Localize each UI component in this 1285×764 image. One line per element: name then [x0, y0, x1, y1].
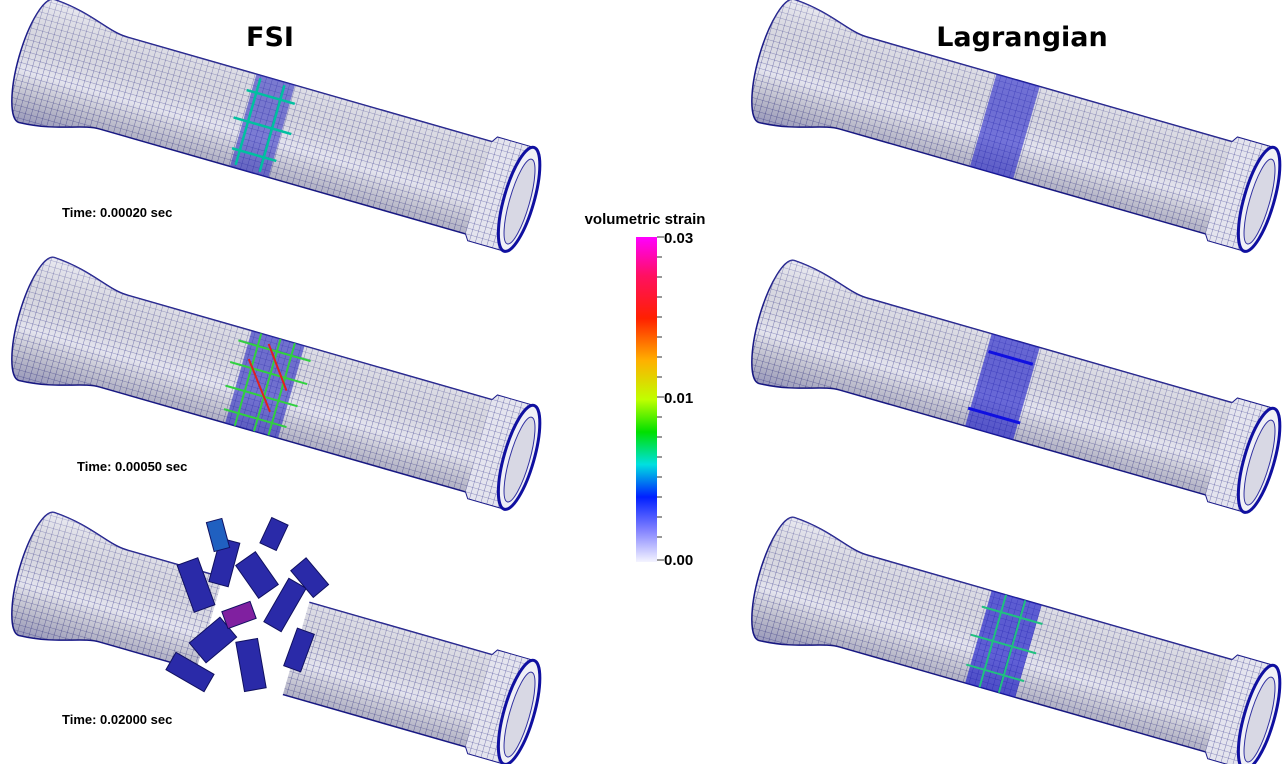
pipe-model	[742, 255, 1285, 526]
time-label: Time: 0.02000 sec	[62, 712, 172, 727]
colorbar-tick-label: 0.00	[664, 552, 693, 569]
colorbar-tick-label: 0.03	[664, 230, 693, 247]
colorbar-title: volumetric strain	[585, 211, 706, 228]
figure: FSI Lagrangian	[0, 0, 1285, 764]
colorbar-ticks	[657, 237, 664, 560]
column-title: FSI	[246, 22, 294, 53]
colorbar: volumetric strain 0.03 0.01 0.00	[585, 211, 706, 569]
colorbar-tick-label: 0.01	[664, 390, 693, 407]
colorbar-gradient	[636, 237, 657, 562]
time-label: Time: 0.00020 sec	[62, 205, 172, 220]
pipe-model	[742, 512, 1285, 764]
column-title: Lagrangian	[936, 22, 1108, 53]
pipe-model	[2, 252, 552, 523]
time-label: Time: 0.00050 sec	[77, 459, 187, 474]
